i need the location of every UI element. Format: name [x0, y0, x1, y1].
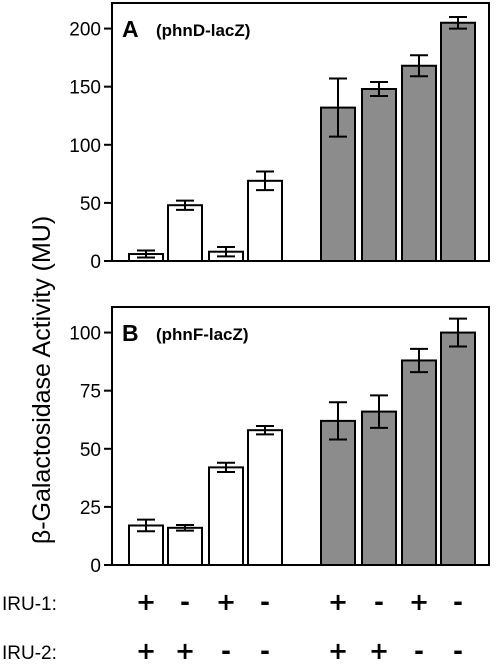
- plus-sign: +: [136, 637, 156, 664]
- minus-sign: -: [260, 637, 270, 664]
- error-bar: [176, 524, 194, 532]
- error-bar: [176, 199, 194, 211]
- error-bar: [329, 401, 347, 441]
- y-tick-label: 150: [69, 78, 101, 99]
- plus-sign: +: [216, 588, 236, 616]
- error-bar: [217, 246, 235, 258]
- plot-frame: [111, 306, 490, 566]
- panel-letter: B: [122, 320, 139, 346]
- bar-a-7: [401, 64, 437, 262]
- y-tick-label: 100: [69, 324, 101, 345]
- minus-sign: -: [374, 588, 384, 616]
- bar-b-4: [247, 429, 283, 566]
- bar-b-5: [320, 419, 356, 567]
- error-bar: [370, 394, 388, 429]
- panel-a: 0 50 100 150 200 A (phnD-lacZ): [69, 2, 490, 273]
- panel-gene-label: (phnF-lacZ): [156, 325, 249, 344]
- panel-gene-label: (phnD-lacZ): [156, 21, 250, 40]
- minus-sign: -: [414, 637, 424, 664]
- condition-label: IRU-2:: [2, 643, 57, 664]
- minus-sign: -: [260, 588, 270, 616]
- bar-b-6: [361, 410, 397, 567]
- plus-sign: +: [409, 588, 429, 616]
- error-bar: [256, 425, 274, 436]
- error-bar: [329, 77, 347, 138]
- error-bar: [137, 518, 155, 533]
- plus-sign: +: [136, 588, 156, 616]
- bar-a-2: [167, 204, 203, 262]
- error-bar: [449, 317, 467, 348]
- error-bar: [256, 170, 274, 192]
- minus-sign: -: [453, 637, 463, 664]
- minus-sign: -: [221, 637, 231, 664]
- y-tick-label: 0: [90, 556, 101, 577]
- condition-label: IRU-1:: [2, 594, 57, 615]
- y-tick-label: 200: [69, 20, 101, 41]
- plus-sign: +: [175, 637, 195, 664]
- minus-sign: -: [453, 588, 463, 616]
- bar-b-7: [401, 359, 437, 567]
- y-tick-label: 50: [80, 194, 101, 215]
- error-bar: [449, 15, 467, 30]
- plus-sign: +: [328, 588, 348, 616]
- error-bar: [217, 461, 235, 474]
- error-bar: [137, 249, 155, 259]
- bar-b-2: [167, 526, 203, 566]
- plus-sign: +: [328, 637, 348, 664]
- minus-sign: -: [180, 588, 190, 616]
- bar-b-8: [440, 331, 476, 566]
- condition-table: IRU-1: + - + - + - + -IRU-2: + + - - + + - -: [2, 588, 463, 664]
- y-tick-label: 50: [80, 440, 101, 461]
- y-tick-label: 25: [80, 498, 101, 519]
- bar-a-8: [440, 21, 476, 262]
- bar-b-3: [208, 466, 244, 567]
- error-bar: [410, 54, 428, 78]
- bar-a-6: [361, 88, 397, 262]
- error-bar: [410, 347, 428, 374]
- panel-b: 0 25 50 75 100 B (phnF-lacZ): [69, 306, 490, 577]
- error-bar: [370, 81, 388, 97]
- y-tick-label: 100: [69, 136, 101, 157]
- plot-frame: [111, 2, 490, 262]
- y-tick-label: 75: [80, 382, 101, 403]
- y-tick-label: 0: [90, 252, 101, 273]
- panel-letter: A: [122, 16, 139, 42]
- bar-a-4: [247, 179, 283, 262]
- plus-sign: +: [369, 637, 389, 664]
- y-axis-label: β-Galactosidase Activity (MU): [28, 216, 56, 544]
